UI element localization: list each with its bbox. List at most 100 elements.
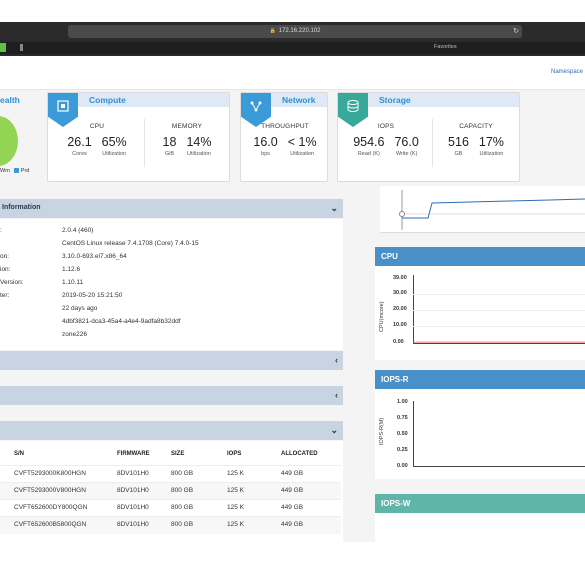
y-axis [413, 401, 414, 467]
cell-firmware: 8DV101H0 [117, 465, 171, 483]
network-card: Network THROUGHPUT 16.0 bps < 1% Utilizati… [240, 92, 328, 182]
chevron-left-icon[interactable]: ‹ [335, 355, 338, 365]
network-icon [241, 93, 271, 127]
cell-allocated: 449 GB [281, 516, 341, 534]
cpu-group: CPU 26.1 Cores 65% Utilization [52, 123, 142, 157]
cell-allocated: 449 GB [281, 499, 341, 517]
col-sn[interactable]: S/N [14, 451, 25, 457]
col-size[interactable]: SIZE [171, 451, 185, 457]
cpu-util-metric: 65% Utilization [101, 135, 127, 157]
y-tick: 39.00 [393, 275, 407, 281]
namespace-selector[interactable]: Namespace [550, 69, 583, 75]
y-tick: 0.00 [397, 463, 408, 469]
chevron-left-icon[interactable]: ‹ [335, 390, 338, 400]
information-panel-body: : 2.0.4 (460) CentOS Linux release 7.4.1… [0, 219, 343, 350]
info-value: 4dbf3821-dca3-45a4-a4e4-9adfa8b32ddf [62, 318, 181, 325]
disks-panel-header[interactable]: ⌄ [0, 421, 343, 440]
cell-size: 800 GB [171, 482, 227, 500]
divider [144, 119, 145, 167]
cell-iops: 125 K [227, 499, 281, 517]
lock-icon: 🔒 [269, 28, 276, 34]
x-axis [413, 343, 585, 344]
table-header-row: S/N FIRMWARE SIZE IOPS ALLOCATED [0, 451, 341, 466]
address-bar[interactable]: 🔒 172.16.220.102 ↻ [68, 25, 522, 38]
compute-title: Compute [89, 95, 126, 105]
y-tick: 0.25 [397, 447, 408, 453]
memory-label: MEMORY [171, 123, 203, 130]
info-value: 3.10.0-693.el7.x86_64 [62, 253, 127, 260]
chevron-down-icon[interactable]: ⌄ [330, 203, 338, 213]
disk-table: S/N FIRMWARE SIZE IOPS ALLOCATED CVFT529… [0, 451, 341, 534]
iops-w-chart-header: IOPS-W [375, 494, 585, 513]
col-allocated[interactable]: ALLOCATED [281, 451, 318, 457]
tab-favicon[interactable] [0, 43, 6, 52]
legend-label-wm: Wm [0, 168, 10, 174]
table-row[interactable]: CVFT652600B5800QGN 8DV101H0 800 GB 125 K… [0, 516, 341, 534]
storage-icon [338, 93, 368, 127]
capacity-label: CAPACITY [459, 123, 493, 130]
iops-w-chart-title: IOPS-W [381, 499, 411, 508]
info-value: 2019-05-20 15:21:50 [62, 292, 123, 299]
collapsed-panel-header[interactable]: ‹ [0, 386, 343, 405]
col-iops[interactable]: IOPS [227, 451, 242, 457]
throughput-bps-metric: 16.0 bps [253, 135, 278, 157]
table-row[interactable]: CVFT5293000V800HGN 8DV101H0 800 GB 125 K… [0, 482, 341, 500]
information-panel-header[interactable]: Information ⌄ [0, 199, 343, 218]
info-key: ter: [0, 292, 10, 299]
y-tick: 0.75 [397, 415, 408, 421]
card-header [338, 93, 519, 107]
reload-icon[interactable]: ↻ [513, 28, 519, 35]
y-tick: 10.00 [393, 322, 407, 328]
iops-r-chart-title: IOPS-R [381, 375, 409, 384]
table-row[interactable]: CVFT652600DY800QGN 8DV101H0 800 GB 125 K… [0, 499, 341, 517]
legend-swatch [13, 168, 19, 174]
cpu-ylabel: CPU(mcore) [379, 301, 385, 332]
chevron-down-icon[interactable]: ⌄ [330, 425, 338, 435]
favorites-label[interactable]: Favorites [434, 44, 457, 50]
cell-iops: 125 K [227, 516, 281, 534]
memory-group: MEMORY 18 GiB 14% Utilization [145, 123, 229, 157]
info-key: Version: [0, 279, 24, 286]
cell-iops: 125 K [227, 465, 281, 483]
y-tick: 1.00 [397, 399, 408, 405]
tab-icon[interactable] [20, 44, 23, 51]
legend-label-prd: Prd [20, 168, 30, 174]
grid-line [413, 310, 585, 311]
health-title: ealth [0, 95, 20, 105]
cpu-cores-metric: 26.1 Cores [67, 135, 92, 157]
iops-write-metric: 76.0 Write (K) [394, 135, 419, 157]
grid-line [413, 294, 585, 295]
table-row[interactable]: CVFT5293000K800HGN 8DV101H0 800 GB 125 K… [0, 465, 341, 483]
storage-card: Storage IOPS 954.6 Read (K) 76.0 Write (K)… [337, 92, 520, 182]
y-tick: 20.00 [393, 306, 407, 312]
health-donut-chart [0, 116, 18, 166]
app-header [0, 56, 585, 90]
capacity-util-metric: 17% Utilization [478, 135, 504, 157]
iops-r-chart: IOPS-R(M) 1.00 0.75 0.50 0.25 0.00 [375, 389, 585, 479]
cell-firmware: 8DV101H0 [117, 482, 171, 500]
cell-sn: CVFT652600B5800QGN [0, 516, 117, 534]
cell-sn: CVFT5293000V800HGN [0, 482, 117, 500]
col-firmware[interactable]: FIRMWARE [117, 451, 150, 457]
info-value: zone226 [62, 331, 87, 338]
cpu-label: CPU [89, 123, 105, 130]
cpu-chart-title: CPU [381, 252, 398, 261]
capacity-gb-metric: 516 GB [448, 135, 469, 157]
cell-size: 800 GB [171, 499, 227, 517]
info-value: 1.12.6 [62, 266, 81, 273]
compute-card: Compute CPU 26.1 Cores 65% Utilization MEM… [47, 92, 230, 182]
cell-sn: CVFT652600DY800QGN [0, 499, 117, 517]
health-legend: Wm Prd [0, 168, 29, 174]
cell-firmware: 8DV101H0 [117, 499, 171, 517]
compute-icon [48, 93, 78, 127]
memory-util-metric: 14% Utilization [186, 135, 212, 157]
cell-allocated: 449 GB [281, 465, 341, 483]
range-handle[interactable] [399, 211, 405, 217]
throughput-util-metric: < 1% Utilization [287, 135, 317, 157]
sparkline-svg [399, 190, 585, 230]
cell-sn: CVFT5293000K800HGN [0, 465, 117, 483]
cell-allocated: 449 GB [281, 482, 341, 500]
grid-line [413, 326, 585, 327]
y-tick: 0.00 [393, 339, 404, 345]
collapsed-panel-header[interactable]: ‹ [0, 351, 343, 370]
